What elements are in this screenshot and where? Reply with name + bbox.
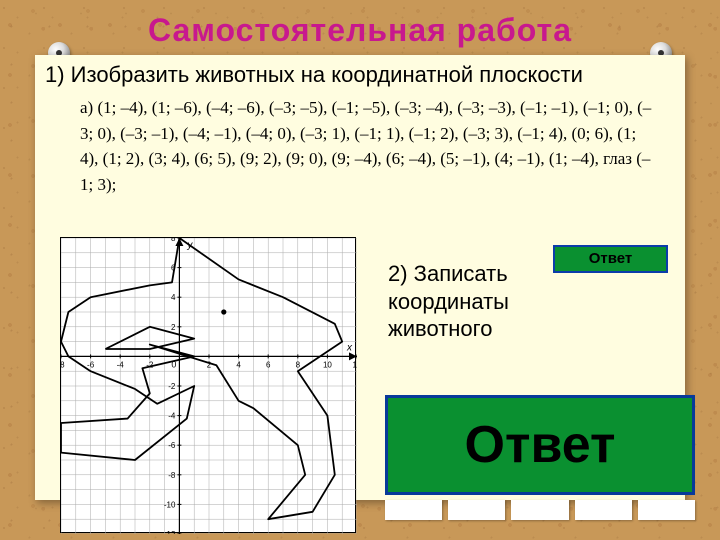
svg-text:12: 12: [353, 360, 357, 369]
task2-text: 2) Записать координаты животного: [388, 260, 509, 343]
svg-text:4: 4: [236, 360, 241, 369]
svg-text:8: 8: [171, 238, 176, 243]
thumbnail-row: [385, 500, 695, 520]
coords-body: (1; –4), (1; –6), (–4; –6), (–3; –5), (–…: [80, 98, 651, 194]
thumbnail-card: [575, 500, 632, 520]
svg-text:10: 10: [323, 360, 332, 369]
svg-text:-12: -12: [164, 530, 176, 534]
task1-text: 1) Изобразить животных на координатной п…: [45, 62, 583, 88]
task2-line2: координаты: [388, 289, 509, 314]
svg-text:-2: -2: [168, 382, 176, 391]
svg-text:-8: -8: [61, 360, 65, 369]
thumbnail-card: [638, 500, 695, 520]
task2-line3: животного: [388, 316, 492, 341]
svg-text:-2: -2: [146, 360, 154, 369]
answer-button-small[interactable]: Ответ: [553, 245, 668, 273]
svg-text:x: x: [346, 342, 353, 353]
coords-prefix: а): [80, 98, 97, 117]
thumbnail-card: [448, 500, 505, 520]
thumbnail-card: [385, 500, 442, 520]
svg-text:-10: -10: [164, 500, 176, 509]
svg-text:4: 4: [171, 293, 176, 302]
svg-text:-4: -4: [168, 412, 176, 421]
graph-svg: -8-6-4-224681012-12-10-8-6-4-22468yx0: [61, 238, 357, 534]
coordinates-list: а) (1; –4), (1; –6), (–4; –6), (–3; –5),…: [80, 95, 655, 197]
svg-text:-4: -4: [117, 360, 125, 369]
svg-text:2: 2: [171, 323, 176, 332]
answer-button-large[interactable]: Ответ: [385, 395, 695, 495]
thumbnail-card: [511, 500, 568, 520]
svg-text:-8: -8: [168, 471, 176, 480]
svg-text:-6: -6: [87, 360, 95, 369]
task2-line1: 2) Записать: [388, 261, 508, 286]
svg-text:6: 6: [266, 360, 271, 369]
svg-text:-6: -6: [168, 441, 176, 450]
slide-title: Самостоятельная работа: [0, 12, 720, 49]
coordinate-graph: -8-6-4-224681012-12-10-8-6-4-22468yx0: [60, 237, 356, 533]
svg-text:8: 8: [296, 360, 301, 369]
